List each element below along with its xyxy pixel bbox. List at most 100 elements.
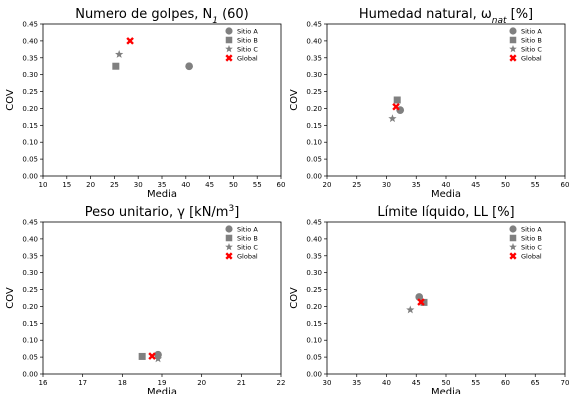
legend-label: Sitio B (237, 36, 258, 44)
legend-label: Sitio A (521, 27, 542, 35)
legend-label: Sitio C (237, 243, 258, 251)
y-tick-label: 0.45 (22, 21, 38, 29)
x-tick-label: 45 (205, 181, 214, 189)
x-tick-label: 45 (412, 379, 421, 387)
y-tick-label: 0.40 (22, 37, 38, 45)
data-point (393, 96, 401, 104)
x-tick-label: 45 (471, 181, 480, 189)
y-axis-label: COV (289, 287, 300, 309)
y-tick-label: 0.00 (22, 173, 38, 181)
x-axis-label: Media (147, 189, 177, 200)
legend-marker (225, 252, 233, 260)
legend-marker (225, 54, 233, 62)
y-tick-label: 0.35 (306, 54, 322, 62)
x-tick-label: 55 (253, 181, 262, 189)
legend-marker (225, 27, 233, 35)
y-tick-label: 0.25 (306, 286, 322, 294)
y-axis-label: COV (5, 89, 16, 111)
y-tick-label: 0.25 (22, 88, 38, 96)
x-tick-label: 65 (531, 379, 540, 387)
x-tick-label: 60 (277, 181, 286, 189)
y-tick-label: 0.05 (22, 354, 38, 362)
y-tick-label: 0.45 (306, 219, 322, 227)
y-tick-label: 0.30 (22, 71, 38, 79)
y-tick-label: 0.05 (306, 354, 322, 362)
y-tick-label: 0.00 (22, 371, 38, 379)
legend-label: Sitio B (237, 234, 258, 242)
x-axis-label: Media (431, 189, 461, 200)
chart-title: Numero de golpes, N1 (60) (75, 7, 249, 26)
legend-label: Global (521, 54, 542, 62)
y-tick-label: 0.40 (306, 235, 322, 243)
legend-marker (225, 36, 233, 44)
legend-label: Sitio A (237, 225, 258, 233)
y-tick-label: 0.35 (306, 252, 322, 260)
legend-marker (509, 36, 517, 44)
y-tick-label: 0.05 (306, 156, 322, 164)
y-tick-label: 0.15 (22, 320, 38, 328)
legend-marker (225, 234, 233, 242)
y-tick-label: 0.10 (22, 337, 38, 345)
data-point (148, 352, 156, 360)
legend-marker (509, 234, 517, 242)
chart-title: Peso unitario, γ [kN/m3] (85, 204, 240, 220)
x-tick-label: 30 (382, 181, 391, 189)
x-tick-label: 22 (277, 379, 286, 387)
legend-marker (225, 242, 233, 251)
y-tick-label: 0.45 (306, 21, 322, 29)
x-tick-label: 19 (158, 379, 167, 387)
y-tick-label: 0.30 (306, 71, 322, 79)
y-tick-label: 0.45 (22, 219, 38, 227)
chart-title: Límite líquido, LL [%] (377, 205, 514, 220)
y-tick-label: 0.10 (22, 139, 38, 147)
y-tick-label: 0.20 (306, 303, 322, 311)
x-tick-label: 40 (181, 181, 190, 189)
x-tick-label: 50 (229, 181, 238, 189)
y-tick-label: 0.10 (306, 337, 322, 345)
x-tick-label: 30 (323, 379, 332, 387)
data-point (138, 352, 146, 360)
y-tick-label: 0.05 (22, 156, 38, 164)
x-tick-label: 21 (237, 379, 246, 387)
data-point (153, 354, 163, 363)
legend-label: Global (237, 252, 258, 260)
x-tick-label: 70 (561, 379, 569, 387)
x-tick-label: 10 (39, 181, 48, 189)
x-tick-label: 60 (501, 379, 510, 387)
y-tick-label: 0.00 (306, 371, 322, 379)
y-tick-label: 0.00 (306, 173, 322, 181)
y-tick-label: 0.30 (306, 269, 322, 277)
data-point (115, 50, 124, 58)
x-axis-label: Media (147, 387, 177, 394)
legend-marker (509, 44, 517, 53)
legend-marker (509, 27, 517, 35)
legend-label: Global (521, 252, 542, 260)
x-tick-label: 50 (501, 181, 510, 189)
x-tick-label: 40 (442, 181, 451, 189)
x-tick-label: 25 (110, 181, 119, 189)
legend-label: Sitio B (521, 234, 542, 242)
y-tick-label: 0.25 (306, 88, 322, 96)
data-point (112, 62, 120, 70)
data-point (417, 298, 425, 306)
data-point (126, 37, 134, 45)
legend-marker (509, 252, 517, 260)
y-tick-label: 0.20 (306, 105, 322, 113)
x-axis-label: Media (431, 387, 461, 394)
legend-marker (509, 225, 517, 233)
x-tick-label: 18 (118, 379, 127, 387)
legend-label: Sitio B (521, 36, 542, 44)
x-tick-label: 25 (352, 181, 361, 189)
y-tick-label: 0.15 (306, 122, 322, 130)
legend-label: Sitio C (237, 45, 258, 53)
x-tick-label: 55 (471, 379, 480, 387)
legend-label: Global (237, 54, 258, 62)
chart-panel: Humedad natural, ωnat [%] 20 25 30 35 40 45 50 5… (289, 7, 569, 200)
x-tick-label: 20 (197, 379, 206, 387)
x-tick-label: 20 (323, 181, 332, 189)
x-tick-label: 60 (561, 181, 569, 189)
data-point (185, 62, 193, 71)
y-tick-label: 0.35 (22, 252, 38, 260)
y-tick-label: 0.20 (22, 303, 38, 311)
